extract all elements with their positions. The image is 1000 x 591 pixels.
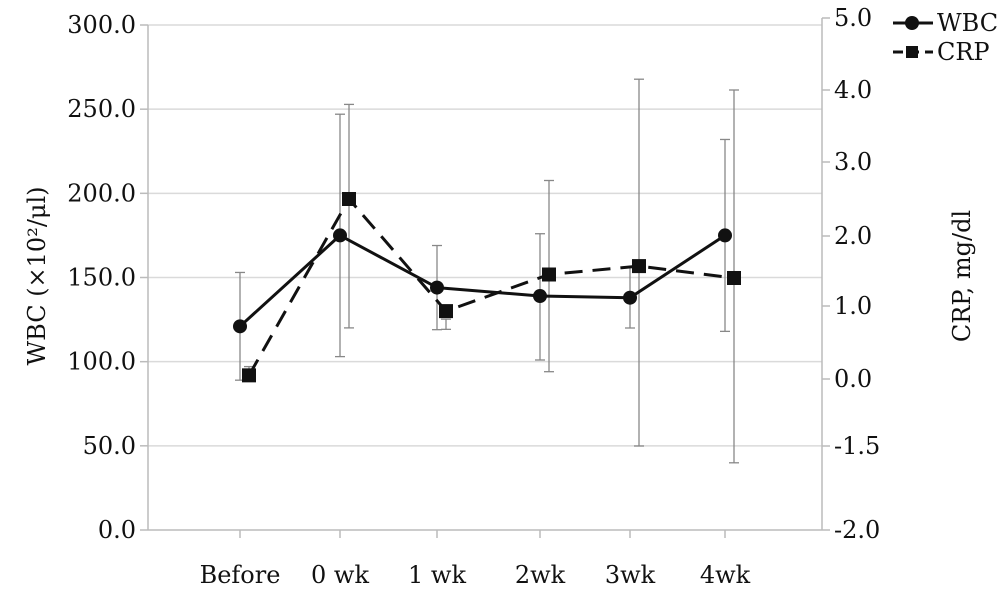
right-tick-label: -2.0: [834, 516, 880, 544]
right-y-ticks: -2.0 -1.5 0.0 1.0 2.0 3.0 4.0 5.0: [822, 4, 880, 544]
left-y-ticks: 0.0 50.0 100.0 150.0 200.0 250.0 300.0: [67, 11, 148, 544]
left-tick-label: 200.0: [67, 179, 136, 207]
marker-crp: [342, 192, 356, 206]
x-tick-label: 0 wk: [311, 561, 369, 589]
left-tick-label: 250.0: [67, 95, 136, 123]
marker-wbc: [333, 228, 347, 243]
y-axis-right-title: CRP, mg/dl: [948, 210, 976, 342]
right-tick-label: 2.0: [834, 222, 872, 250]
x-ticks: Before 0 wk 1 wk 2wk 3wk 4wk: [200, 530, 751, 589]
marker-crp: [542, 267, 556, 282]
gridlines: [148, 24, 822, 447]
series-lines: [238, 197, 735, 377]
marker-crp: [727, 271, 741, 285]
right-tick-label: 1.0: [834, 292, 872, 320]
legend-marker-crp: [906, 46, 918, 58]
marker-wbc: [233, 319, 247, 334]
marker-wbc: [623, 290, 637, 305]
marker-wbc: [430, 280, 444, 295]
series-line-crp: [247, 197, 735, 377]
right-tick-label: 4.0: [834, 76, 872, 104]
legend-label-wbc: WBC: [937, 9, 998, 37]
left-tick-label: 300.0: [67, 11, 136, 39]
series-line-wbc: [238, 233, 726, 328]
legend: WBC CRP: [893, 9, 998, 66]
marker-crp: [632, 259, 646, 274]
axes: [147, 18, 823, 531]
right-tick-label: 5.0: [834, 4, 872, 32]
marker-crp: [439, 304, 453, 319]
left-tick-label: 100.0: [67, 348, 136, 376]
right-tick-label: 3.0: [834, 148, 872, 176]
right-tick-label: 0.0: [834, 365, 872, 393]
marker-crp: [242, 368, 256, 383]
legend-marker-wbc: [905, 16, 919, 30]
left-tick-label: 0.0: [98, 516, 136, 544]
x-tick-label: 2wk: [515, 561, 566, 589]
x-tick-label: 1 wk: [408, 561, 466, 589]
marker-wbc: [718, 228, 732, 243]
right-tick-label: -1.5: [834, 432, 880, 460]
left-tick-label: 50.0: [83, 432, 136, 460]
legend-label-crp: CRP: [937, 38, 990, 66]
y-axis-left-title: WBC (×10²/μl): [23, 186, 51, 365]
error-bars: [235, 78, 739, 464]
x-tick-label: Before: [200, 561, 281, 589]
x-tick-label: 3wk: [605, 561, 656, 589]
x-tick-label: 4wk: [700, 561, 751, 589]
marker-wbc: [533, 289, 547, 304]
left-tick-label: 150.0: [67, 264, 136, 292]
series-markers: [233, 192, 741, 383]
